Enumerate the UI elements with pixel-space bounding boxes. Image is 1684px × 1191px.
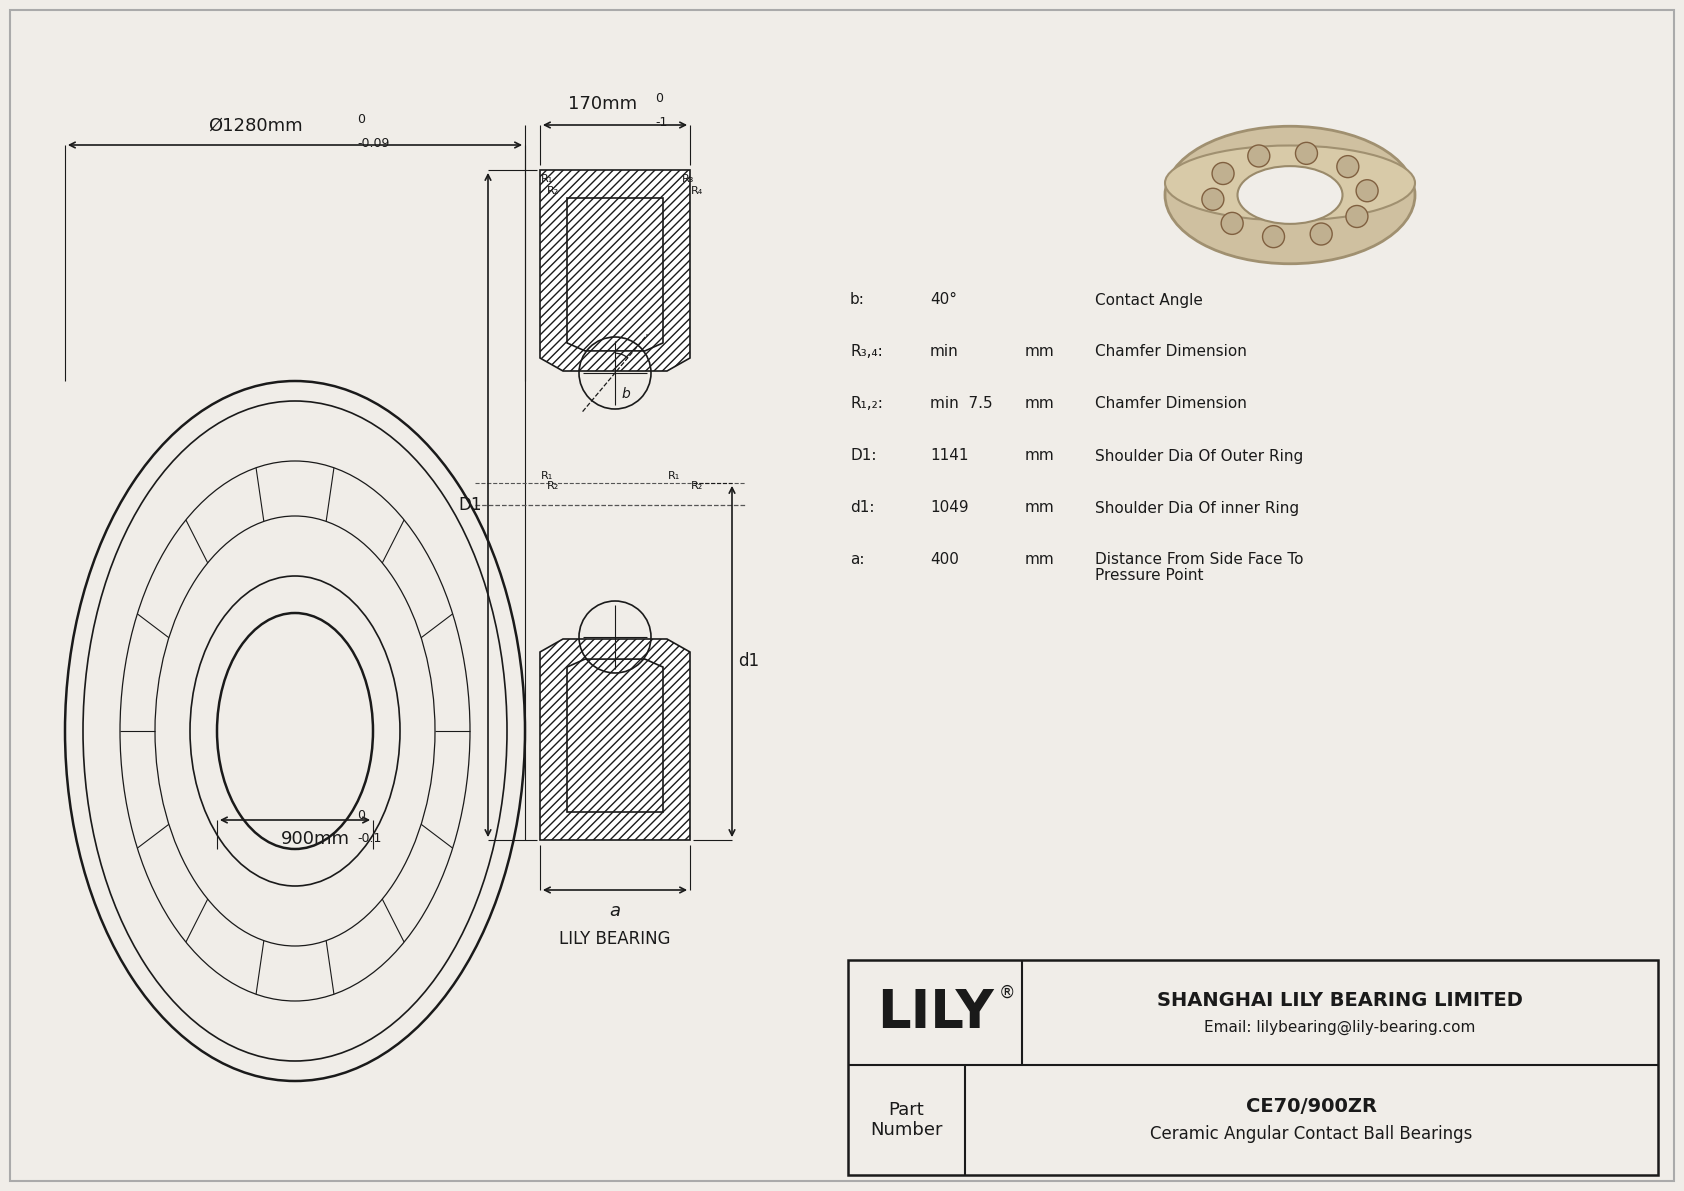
Text: D1: D1	[458, 495, 482, 515]
Circle shape	[1356, 180, 1378, 201]
Text: 40°: 40°	[930, 293, 957, 307]
Text: ®: ®	[999, 984, 1015, 1002]
Circle shape	[1212, 162, 1234, 185]
Text: Shoulder Dia Of Outer Ring: Shoulder Dia Of Outer Ring	[1095, 449, 1303, 463]
Text: R₃: R₃	[682, 174, 694, 183]
Text: R₁: R₁	[541, 470, 554, 481]
Text: -0.09: -0.09	[357, 137, 389, 150]
Polygon shape	[541, 170, 690, 372]
Polygon shape	[568, 659, 663, 812]
Text: b: b	[621, 387, 630, 401]
Text: 900mm: 900mm	[281, 830, 350, 848]
Text: 400: 400	[930, 553, 958, 567]
Text: D1:: D1:	[850, 449, 876, 463]
Text: min: min	[930, 344, 958, 360]
Text: a: a	[610, 902, 620, 919]
Text: 1049: 1049	[930, 500, 968, 516]
Text: 1141: 1141	[930, 449, 968, 463]
Polygon shape	[541, 640, 690, 840]
Ellipse shape	[1238, 166, 1342, 224]
Text: -0.1: -0.1	[357, 833, 381, 844]
Text: R₁: R₁	[669, 470, 680, 481]
Circle shape	[1248, 145, 1270, 167]
Text: LILY: LILY	[877, 986, 994, 1039]
Text: SHANGHAI LILY BEARING LIMITED: SHANGHAI LILY BEARING LIMITED	[1157, 991, 1522, 1010]
Text: a:: a:	[850, 553, 864, 567]
Text: min  7.5: min 7.5	[930, 397, 992, 412]
Circle shape	[1202, 188, 1224, 211]
Text: mm: mm	[1026, 553, 1054, 567]
Text: Part
Number: Part Number	[871, 1100, 943, 1140]
Text: Chamfer Dimension: Chamfer Dimension	[1095, 344, 1246, 360]
Text: R₂: R₂	[690, 481, 704, 491]
Polygon shape	[568, 198, 663, 351]
Text: 0: 0	[357, 809, 365, 822]
Text: 0: 0	[655, 92, 663, 105]
Text: -1: -1	[655, 116, 667, 129]
Text: 0: 0	[357, 113, 365, 126]
Text: 170mm: 170mm	[569, 95, 638, 113]
Text: Pressure Point: Pressure Point	[1095, 568, 1204, 584]
Text: d1:: d1:	[850, 500, 874, 516]
Text: LILY BEARING: LILY BEARING	[559, 930, 670, 948]
Text: R₂: R₂	[547, 186, 559, 197]
Circle shape	[1295, 143, 1317, 164]
Text: d1: d1	[738, 653, 759, 671]
Text: Ø1280mm: Ø1280mm	[207, 117, 303, 135]
Circle shape	[1263, 225, 1285, 248]
Text: CE70/900ZR: CE70/900ZR	[1246, 1097, 1378, 1116]
Circle shape	[1337, 156, 1359, 177]
Circle shape	[1221, 212, 1243, 235]
Text: R₁,₂:: R₁,₂:	[850, 397, 882, 412]
Text: Email: lilybearing@lily-bearing.com: Email: lilybearing@lily-bearing.com	[1204, 1019, 1475, 1035]
Text: mm: mm	[1026, 397, 1054, 412]
Text: mm: mm	[1026, 344, 1054, 360]
Text: Chamfer Dimension: Chamfer Dimension	[1095, 397, 1246, 412]
Text: R₂: R₂	[547, 481, 559, 491]
Circle shape	[1346, 206, 1367, 227]
Text: Ceramic Angular Contact Ball Bearings: Ceramic Angular Contact Ball Bearings	[1150, 1125, 1474, 1143]
Text: Contact Angle: Contact Angle	[1095, 293, 1202, 307]
Text: mm: mm	[1026, 500, 1054, 516]
Text: b:: b:	[850, 293, 866, 307]
Text: R₃,₄:: R₃,₄:	[850, 344, 882, 360]
Ellipse shape	[1165, 126, 1415, 263]
Ellipse shape	[1165, 145, 1415, 220]
Circle shape	[1310, 223, 1332, 245]
Text: mm: mm	[1026, 449, 1054, 463]
Text: Distance From Side Face To: Distance From Side Face To	[1095, 553, 1303, 567]
Text: R₁: R₁	[541, 174, 554, 183]
Text: R₄: R₄	[690, 186, 704, 197]
Text: Shoulder Dia Of inner Ring: Shoulder Dia Of inner Ring	[1095, 500, 1298, 516]
